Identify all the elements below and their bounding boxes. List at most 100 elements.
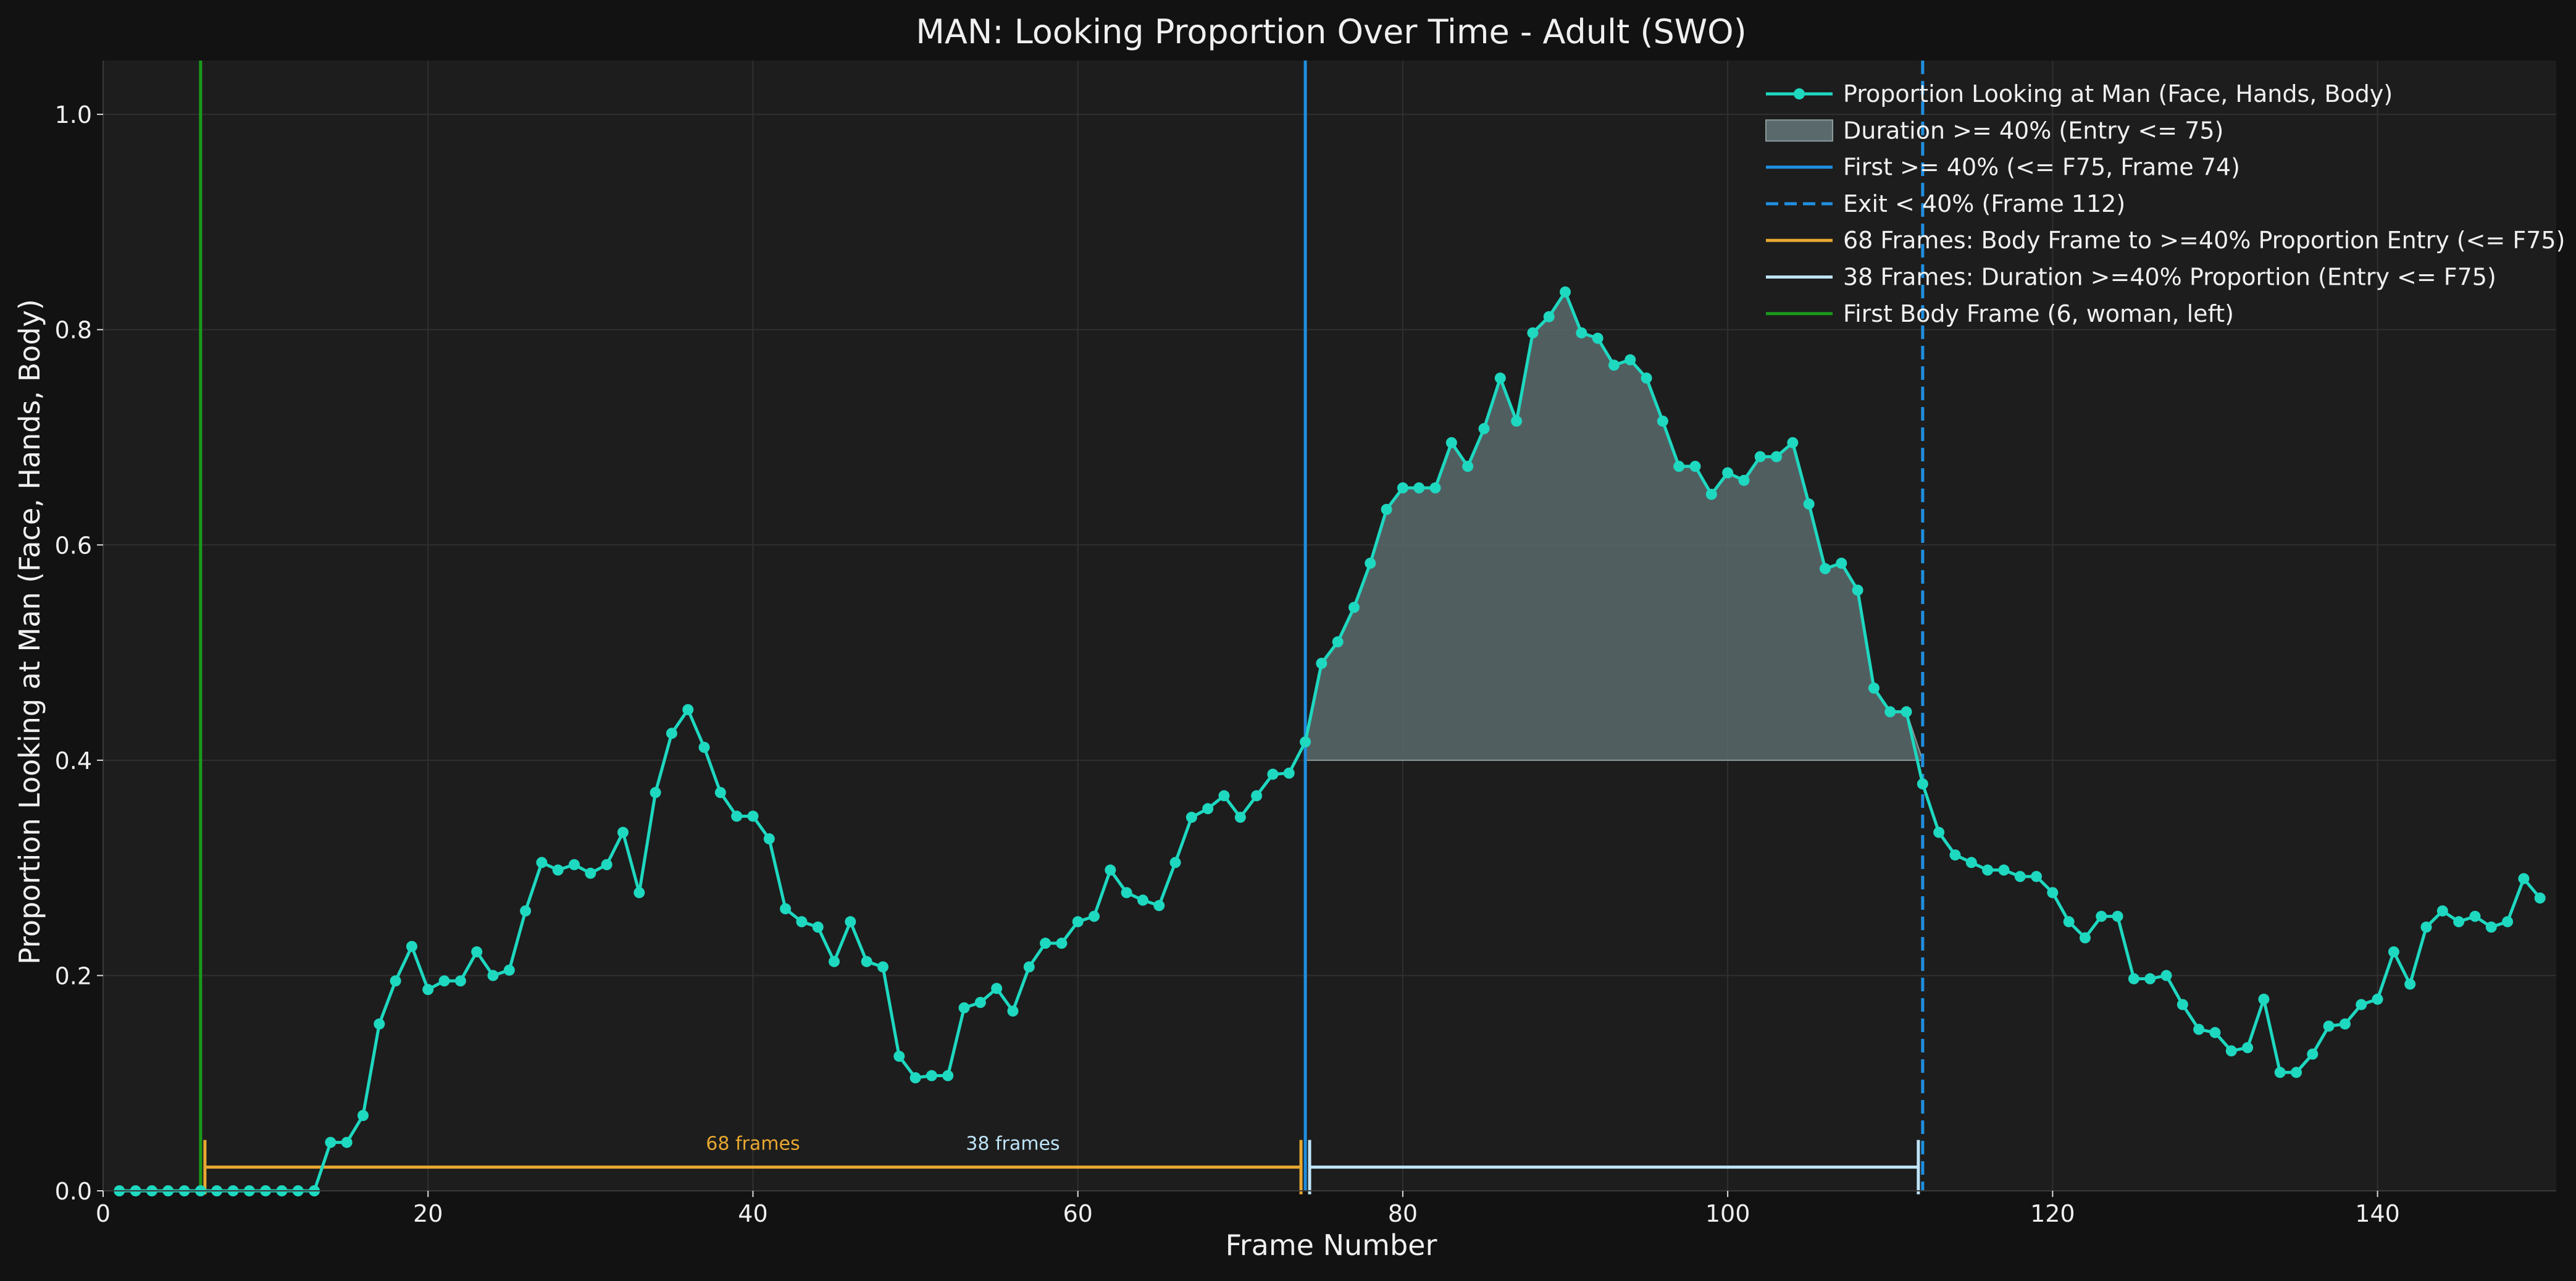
y-tick-label: 0.8	[55, 317, 92, 344]
data-point	[2502, 916, 2514, 928]
data-point	[1153, 900, 1165, 912]
data-point	[569, 859, 580, 870]
data-point	[1251, 790, 1263, 802]
data-point	[1445, 437, 1457, 448]
data-point	[2112, 910, 2123, 922]
data-point	[1397, 482, 1408, 494]
data-point	[1625, 354, 1636, 366]
data-point	[698, 741, 710, 753]
data-point	[2307, 1048, 2319, 1060]
data-point	[780, 903, 792, 915]
data-point	[958, 1002, 970, 1014]
data-point	[471, 946, 483, 958]
data-point	[1478, 423, 1490, 435]
data-point	[2177, 999, 2188, 1010]
data-point	[2420, 922, 2432, 933]
data-point	[1965, 857, 1977, 868]
data-point	[1316, 658, 1328, 669]
data-point	[503, 964, 515, 976]
data-point	[845, 916, 856, 928]
data-point	[2339, 1018, 2351, 1030]
data-point	[1917, 778, 1928, 790]
data-point	[341, 1136, 353, 1148]
legend-label: First Body Frame (6, woman, left)	[1843, 300, 2234, 327]
data-point	[1283, 767, 1295, 779]
data-point	[1234, 812, 1246, 823]
data-point	[2209, 1027, 2221, 1038]
data-point	[1689, 461, 1701, 472]
data-point	[1560, 286, 1571, 298]
data-point	[552, 864, 564, 876]
data-point	[1933, 826, 1945, 838]
data-point	[2404, 978, 2416, 990]
data-point	[1722, 467, 1734, 479]
data-point	[2225, 1045, 2237, 1057]
x-tick-label: 60	[1063, 1200, 1092, 1227]
x-tick-label: 80	[1388, 1200, 1418, 1227]
ticks: 0 20 40 60 80 100 120 140 0.0 0.2 0.4 0.6 0.8 1.0	[55, 101, 2400, 1227]
data-point	[520, 905, 532, 917]
data-point	[2469, 910, 2481, 922]
data-point	[650, 787, 661, 799]
data-point	[2291, 1067, 2302, 1078]
data-point	[1705, 489, 1717, 500]
data-point	[2274, 1067, 2286, 1078]
data-point	[1121, 887, 1132, 899]
data-point	[861, 956, 872, 967]
data-point	[1105, 864, 1116, 876]
data-point	[1381, 503, 1392, 515]
data-point	[325, 1136, 337, 1148]
data-point	[2128, 973, 2139, 985]
data-point	[1949, 849, 1961, 861]
data-point	[1218, 790, 1230, 802]
data-point	[617, 826, 629, 838]
data-point	[1365, 557, 1376, 569]
data-point	[2144, 973, 2156, 985]
bracket-label: 38 frames	[966, 1133, 1060, 1155]
data-point	[2258, 993, 2270, 1005]
x-tick-label: 120	[2030, 1200, 2075, 1227]
data-point	[357, 1110, 369, 1121]
data-point	[1901, 706, 1912, 718]
data-point	[1771, 451, 1783, 463]
y-tick-label: 0.4	[55, 747, 92, 775]
data-point	[1852, 584, 1863, 596]
data-point	[1787, 437, 1799, 448]
x-axis-label: Frame Number	[1226, 1228, 1437, 1262]
data-point	[1819, 563, 1831, 574]
legend-label: Duration >= 40% (Entry <= 75)	[1843, 117, 2223, 144]
series-layer	[114, 286, 2546, 1196]
data-point	[2047, 887, 2059, 899]
chart-title: MAN: Looking Proportion Over Time - Adul…	[916, 12, 1746, 51]
legend-label: First >= 40% (<= F75, Frame 74)	[1843, 154, 2240, 181]
data-point	[1429, 482, 1441, 494]
legend-marker	[1794, 88, 1805, 99]
legend-label: Exit < 40% (Frame 112)	[1843, 190, 2125, 217]
data-point	[1543, 311, 1555, 322]
data-point	[374, 1018, 385, 1030]
data-point	[2372, 993, 2383, 1005]
data-point	[1657, 415, 1668, 427]
data-point	[1527, 327, 1539, 338]
data-point	[942, 1070, 954, 1082]
data-point	[2031, 871, 2043, 883]
data-point	[926, 1070, 937, 1082]
data-point	[829, 956, 840, 967]
data-point	[422, 984, 434, 996]
data-point	[1754, 451, 1766, 463]
y-axis-label: Proportion Looking at Man (Face, Hands, …	[13, 299, 46, 965]
data-point	[1641, 372, 1652, 384]
data-point	[2242, 1042, 2254, 1054]
data-point	[747, 810, 759, 822]
data-point	[454, 975, 466, 987]
data-point	[536, 857, 548, 868]
data-point	[1462, 461, 1474, 472]
data-point	[714, 787, 726, 799]
data-point	[2323, 1020, 2335, 1032]
bracket-layer: 68 frames 38 frames	[203, 1133, 1920, 1195]
data-point	[1998, 864, 2010, 876]
data-point	[2193, 1023, 2205, 1035]
y-tick-label: 1.0	[55, 101, 92, 128]
data-point	[1673, 461, 1685, 472]
data-point	[2485, 922, 2497, 933]
